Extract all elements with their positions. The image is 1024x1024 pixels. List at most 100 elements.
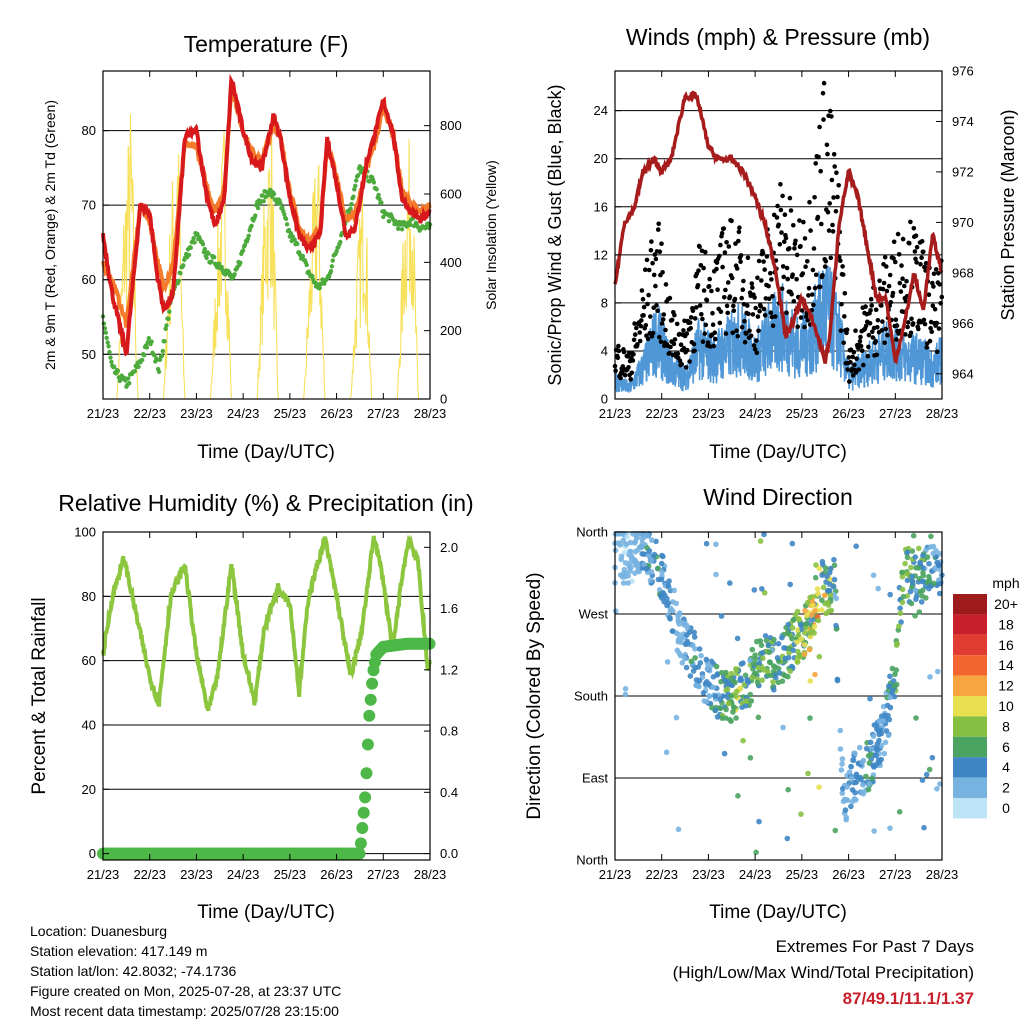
wind-direction-point <box>908 564 914 571</box>
gust-point <box>880 319 885 324</box>
gust-point <box>803 314 809 319</box>
wind-direction-point <box>848 775 855 781</box>
gust-point <box>790 272 795 278</box>
gust-point <box>784 310 789 316</box>
wind-direction-point <box>930 550 936 557</box>
y-tick-label: 20 <box>594 151 608 166</box>
wind-direction-point <box>724 686 731 692</box>
gust-point <box>756 258 762 264</box>
gust-point <box>750 312 756 317</box>
gust-point <box>714 266 719 272</box>
gust-point <box>931 284 936 289</box>
gust-point <box>836 183 841 188</box>
dewpoint-point <box>102 326 108 331</box>
gust-point <box>653 283 658 289</box>
wind-direction-point <box>620 537 626 544</box>
x-tick-label: 25/23 <box>786 406 819 421</box>
y-tick-label: 100 <box>74 525 96 540</box>
dewpoint-point <box>329 264 335 269</box>
wind-direction-point <box>682 655 688 662</box>
dewpoint-point <box>282 212 287 217</box>
dewpoint-point <box>181 263 186 268</box>
x-tick-label: 23/23 <box>180 867 213 882</box>
gust-point <box>672 312 677 318</box>
wind-direction-point <box>733 667 740 674</box>
gust-point <box>722 295 727 300</box>
wind-direction-point <box>920 569 926 576</box>
wind-direction-point <box>865 786 872 793</box>
gust-point <box>783 235 789 241</box>
wind-direction-point <box>622 691 629 698</box>
wind-direction-point <box>892 671 898 678</box>
gust-point <box>893 317 899 323</box>
wind-direction-point <box>887 694 893 701</box>
humidity-ylabel: Percent & Total Rainfall <box>29 597 50 794</box>
dewpoint-point <box>349 201 354 207</box>
gust-point <box>700 316 705 322</box>
dewpoint-point <box>322 281 327 286</box>
station-info: Location: Duanesburg Station elevation: … <box>30 921 341 1021</box>
gust-point <box>815 214 821 220</box>
extremes-title: Extremes For Past 7 Days <box>775 937 974 956</box>
gust-point <box>731 308 737 314</box>
wind-direction-point <box>752 652 758 658</box>
wind-direction-point <box>803 621 809 627</box>
wind-direction-point <box>755 714 762 721</box>
wind-direction-point <box>926 573 932 580</box>
winds-ylabel: Sonic/Prop Wind & Gust (Blue, Black) <box>545 84 565 385</box>
gust-point <box>710 322 716 328</box>
wind-direction-point <box>664 659 671 665</box>
gust-point <box>648 248 654 253</box>
gust-point <box>616 343 621 349</box>
dewpoint-point <box>377 196 382 202</box>
gust-point <box>913 256 918 262</box>
wind-direction-point <box>676 637 683 643</box>
gust-point <box>640 296 646 302</box>
dewpoint-point <box>115 368 121 374</box>
dewpoint-point <box>278 201 283 206</box>
station-pressure-line <box>613 90 944 365</box>
dewpoint-point <box>300 253 306 259</box>
y-tick-label: South <box>574 689 608 704</box>
gust-point <box>773 314 778 319</box>
wind-direction-point <box>775 665 782 672</box>
wind-direction-point <box>929 754 936 761</box>
gust-point <box>919 255 924 260</box>
legend-label: 20+ <box>994 596 1018 612</box>
wind-direction-point <box>753 849 759 856</box>
wind-direction-point <box>664 602 670 609</box>
gust-point <box>757 308 762 314</box>
wind-direction-point <box>801 630 808 636</box>
wind-direction-point <box>937 580 943 587</box>
wind-direction-point <box>873 752 879 759</box>
wind-direction-point <box>696 677 703 684</box>
gust-point <box>886 283 892 289</box>
gust-point <box>787 246 792 251</box>
winds-title: Winds (mph) & Pressure (mb) <box>626 24 930 50</box>
gust-point <box>758 304 763 309</box>
wind-direction-point <box>645 552 652 559</box>
gust-point <box>695 283 701 288</box>
wind-direction-point <box>826 581 833 587</box>
extremes-subtitle: (High/Low/Max Wind/Total Precipitation) <box>672 963 974 982</box>
wind-direction-point <box>706 693 712 699</box>
dewpoint-point <box>310 273 315 279</box>
gust-point <box>632 332 638 337</box>
gust-point <box>835 194 840 200</box>
speed-color-legend: mph 20+ 18 16 14 12 10 8 6 4 2 0 <box>953 575 1020 819</box>
precipitation-point <box>363 709 376 722</box>
gust-point <box>817 284 823 290</box>
gust-point <box>870 335 876 340</box>
gust-point <box>842 314 847 319</box>
wind-direction-panel: Wind Direction Time (Day/UTC) Direction … <box>524 484 1020 923</box>
wind-direction-point <box>797 622 804 628</box>
wind-direction-point <box>691 629 697 636</box>
winds-axes: 21/23 22/23 23/23 24/23 25/23 26/23 27/23 28/23… <box>594 64 974 422</box>
wind-direction-point <box>740 737 746 744</box>
gust-point <box>747 328 752 334</box>
dewpoint-point <box>136 364 141 369</box>
gust-point <box>661 312 667 317</box>
gust-point <box>710 310 715 316</box>
gust-point <box>634 325 639 331</box>
gust-point <box>782 212 788 217</box>
